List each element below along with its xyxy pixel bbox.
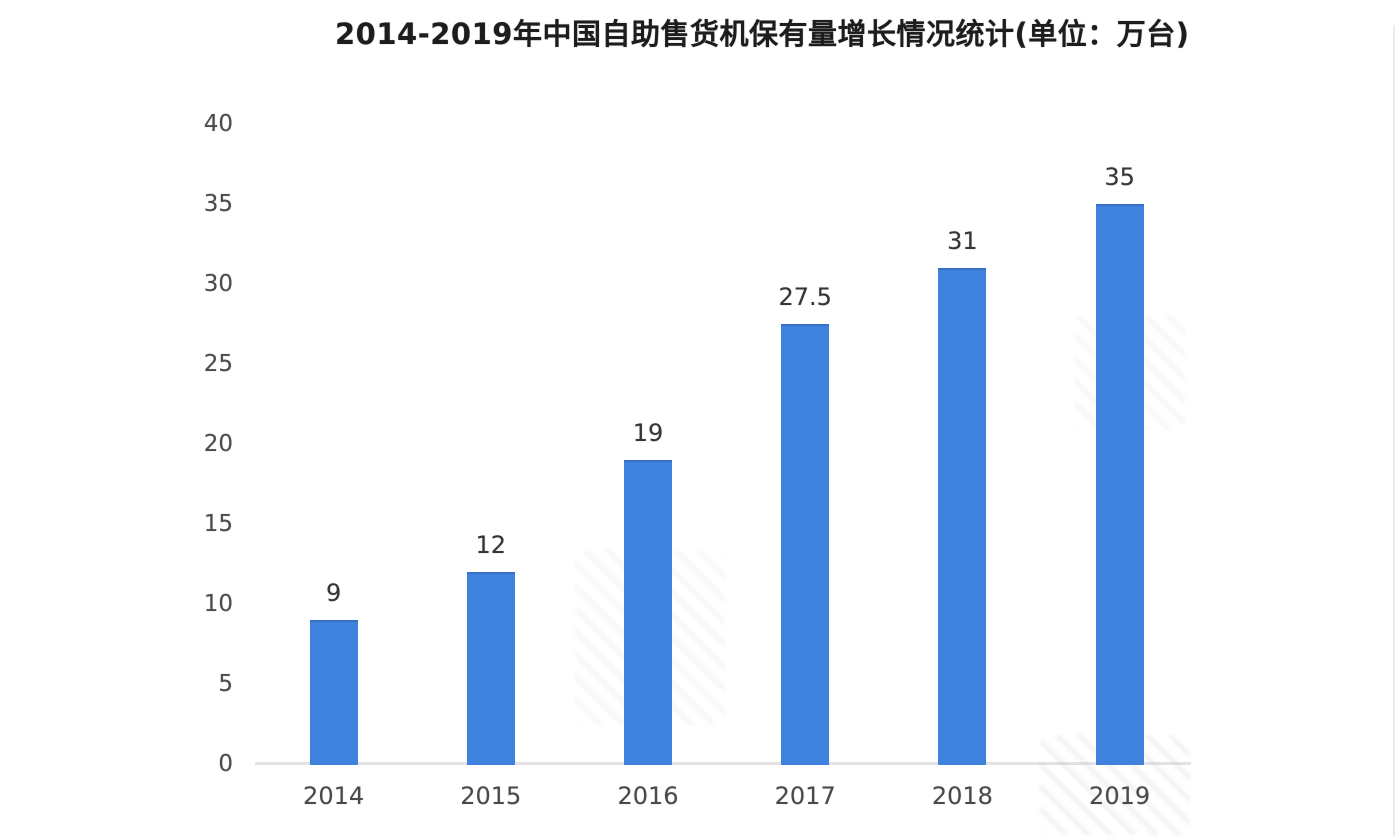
bar-2014	[309, 620, 358, 765]
y-axis-tick-label: 30	[203, 271, 233, 297]
x-axis-tick-label: 2019	[1089, 782, 1151, 810]
bar-2016	[624, 460, 672, 765]
x-axis-tick-label: 2014	[303, 782, 365, 810]
y-axis-tick-label: 40	[203, 111, 233, 137]
x-axis-tick-label: 2018	[931, 782, 993, 810]
y-axis-tick-label: 25	[203, 351, 233, 377]
bar-value-label: 19	[632, 419, 664, 447]
y-axis-tick-label: 15	[203, 511, 233, 537]
chart-title: 2014-2019年中国自助售货机保有量增长情况统计(单位：万台)	[335, 17, 1190, 51]
x-axis-tick-label: 2017	[774, 782, 836, 810]
y-axis-tick-label: 5	[218, 671, 233, 697]
y-axis-tick-label: 35	[203, 191, 233, 217]
bar-2017	[781, 324, 830, 765]
y-axis-tick-label: 20	[203, 431, 233, 457]
y-axis-tick-label: 0	[218, 751, 233, 777]
bar-2019	[1095, 204, 1144, 765]
bar-2015	[466, 572, 515, 765]
bar-value-label: 9	[325, 579, 342, 607]
bar-value-label: 35	[1104, 163, 1135, 191]
bar-value-label: 31	[947, 227, 978, 255]
bar-2018	[938, 268, 987, 765]
y-axis-tick-label: 10	[203, 591, 233, 617]
bar-value-label: 12	[475, 531, 507, 559]
x-axis-tick-label: 2015	[460, 782, 522, 810]
x-axis-line	[255, 762, 1191, 765]
bar-value-label: 27.5	[778, 283, 832, 311]
x-axis-tick-label: 2016	[617, 782, 679, 810]
right-edge-line	[1393, 25, 1395, 836]
